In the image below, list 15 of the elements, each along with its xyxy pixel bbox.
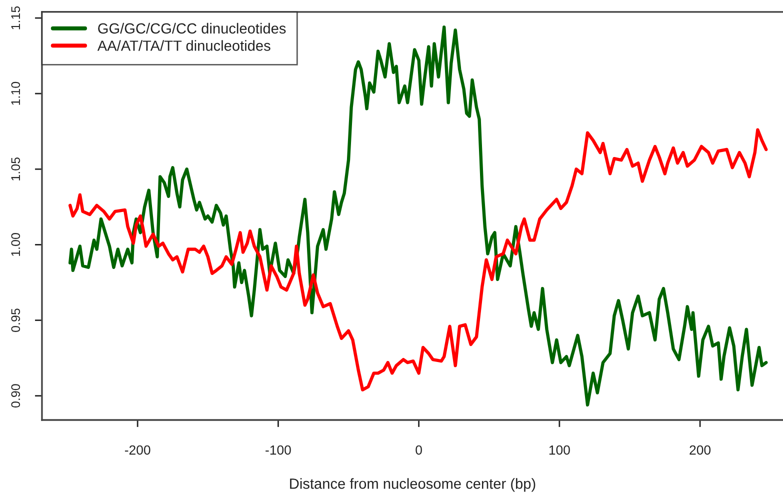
y-tick-label: 0.95 [11, 308, 20, 332]
y-tick-label: 1.10 [11, 82, 20, 105]
x-tick-label: 100 [549, 445, 570, 455]
legend-label: GG/GC/CG/CC dinucleotides [98, 22, 286, 34]
y-tick-label: 0.90 [11, 384, 20, 408]
y-tick-label: 1.00 [11, 233, 20, 256]
y-tick-label: 1.15 [11, 6, 20, 30]
x-tick-label: 0 [416, 445, 422, 455]
x-axis-title: Distance from nucleosome center (bp) [290, 478, 536, 492]
x-tick-label: -200 [124, 445, 150, 455]
x-tick-label: -100 [266, 445, 291, 455]
line-series [68, 128, 768, 392]
x-tick-label: 200 [690, 445, 711, 455]
y-tick-label: 1.05 [11, 158, 20, 180]
legend-label: AA/AT/TA/TT dinucleotides [97, 40, 270, 51]
